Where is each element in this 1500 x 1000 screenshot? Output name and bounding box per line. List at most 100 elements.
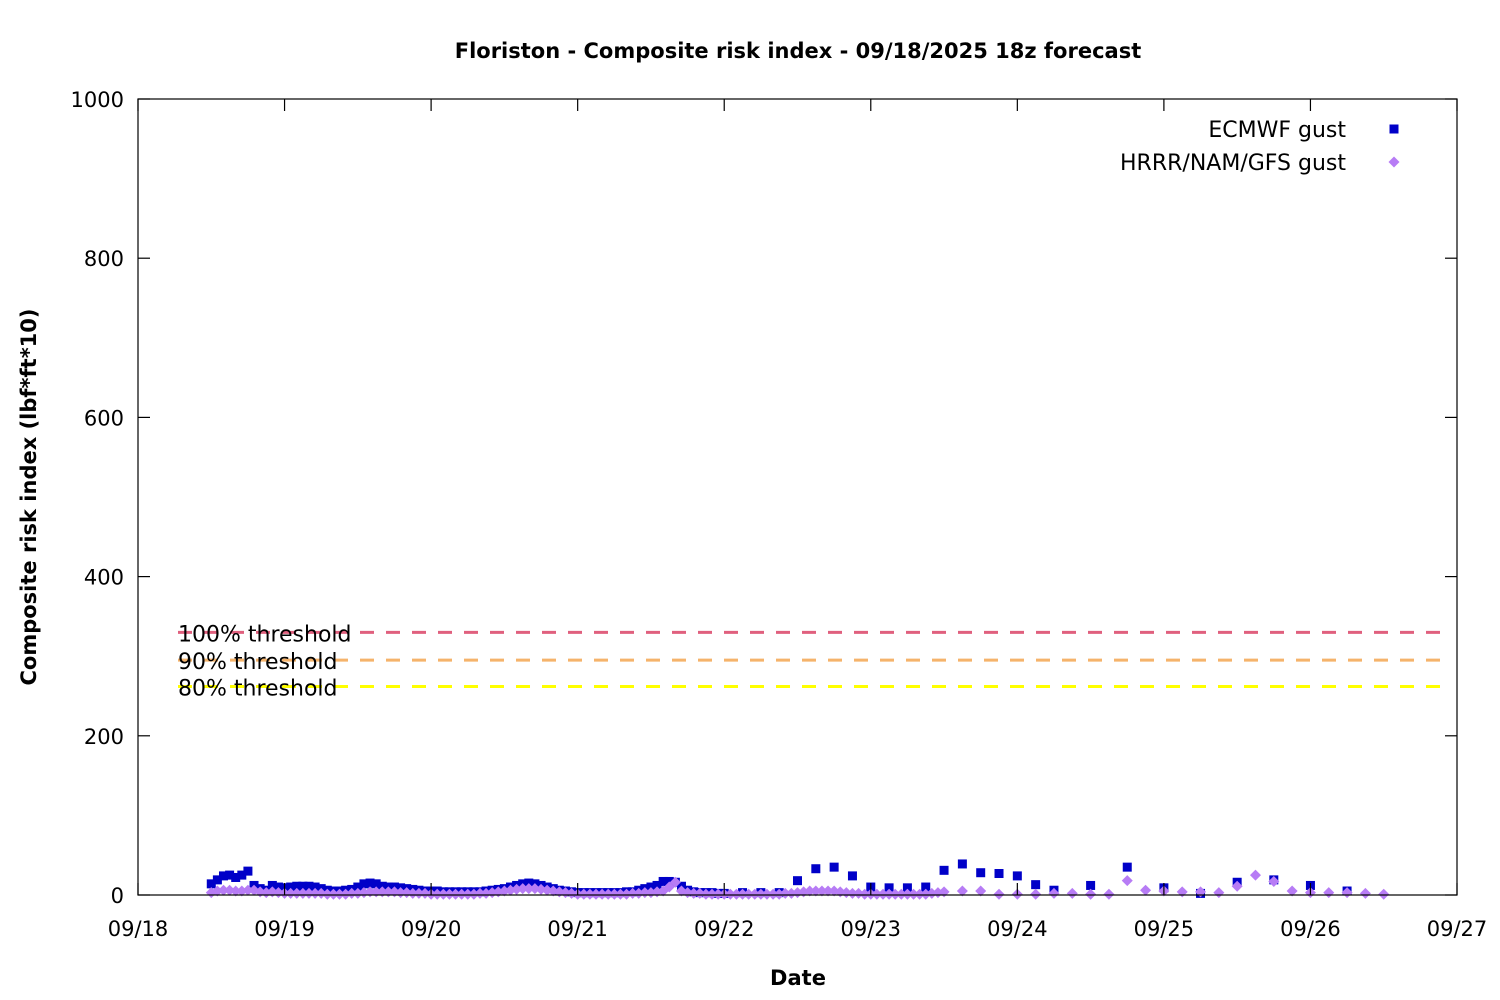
hrrr-point xyxy=(1249,869,1261,881)
hrrr-point xyxy=(1066,887,1078,899)
hrrr-point xyxy=(1048,887,1060,899)
ecmwf-point xyxy=(811,864,821,874)
hrrr-point xyxy=(1231,880,1243,892)
hrrr-point xyxy=(602,888,614,900)
ecmwf-point xyxy=(243,866,253,876)
hrrr-point xyxy=(321,888,333,900)
y-axis-ticks: 0 200 400 600 800 1000 xyxy=(71,88,1457,908)
hrrr-point xyxy=(431,888,443,900)
ecmwf-point xyxy=(237,870,247,880)
hrrr-point xyxy=(517,883,529,895)
ecmwf-point xyxy=(847,871,857,881)
ecmwf-point xyxy=(884,883,894,893)
hrrr-point xyxy=(474,887,486,899)
hrrr-point xyxy=(749,888,761,900)
y-tick-label: 0 xyxy=(111,884,124,908)
ecmwf-point xyxy=(646,882,656,892)
hrrr-point xyxy=(761,888,773,900)
hrrr-point xyxy=(578,888,590,900)
ecmwf-point xyxy=(267,880,277,890)
ecmwf-point xyxy=(292,881,302,891)
hrrr-point xyxy=(706,888,718,900)
hrrr-point xyxy=(767,888,779,900)
hrrr-point xyxy=(846,887,858,899)
hrrr-point xyxy=(590,888,602,900)
hrrr-point xyxy=(993,888,1005,900)
hrrr-point xyxy=(303,887,315,899)
ecmwf-point xyxy=(231,872,241,882)
hrrr-point xyxy=(914,888,926,900)
ecmwf-point xyxy=(353,882,363,892)
hrrr-point xyxy=(407,887,419,899)
ecmwf-point xyxy=(524,878,534,888)
ecmwf-point xyxy=(921,882,931,892)
ecmwf-point xyxy=(1122,862,1132,872)
x-tick-label: 09/23 xyxy=(841,917,902,941)
hrrr-point xyxy=(443,888,455,900)
ecmwf-point xyxy=(310,882,320,892)
hrrr-point xyxy=(779,887,791,899)
hrrr-point xyxy=(327,888,339,900)
ecmwf-point xyxy=(225,870,235,880)
hrrr-point xyxy=(755,888,767,900)
x-tick-label: 09/19 xyxy=(254,917,315,941)
x-axis-ticks: 09/18 09/19 09/20 09/21 09/22 09/23 09/24 09/25… xyxy=(108,99,1488,941)
hrrr-point xyxy=(614,888,626,900)
hrrr-point xyxy=(1359,887,1371,899)
hrrr-point xyxy=(810,885,822,897)
hrrr-point xyxy=(1030,888,1042,900)
hrrr-point xyxy=(584,888,596,900)
x-tick-label: 09/22 xyxy=(694,917,755,941)
hrrr-point xyxy=(217,884,229,896)
x-tick-label: 09/18 xyxy=(108,917,169,941)
hrrr-point xyxy=(730,888,742,900)
ecmwf-point xyxy=(976,868,986,878)
ecmwf-point xyxy=(371,879,381,889)
hrrr-point xyxy=(627,887,639,899)
hrrr-point xyxy=(450,888,462,900)
ecmwf-point xyxy=(939,865,949,875)
x-tick-label: 09/25 xyxy=(1134,917,1195,941)
hrrr-point xyxy=(248,884,260,896)
data-points xyxy=(205,859,1390,900)
threshold-label-2: 90% threshold xyxy=(178,650,338,675)
hrrr-point xyxy=(1213,887,1225,899)
hrrr-point xyxy=(523,883,535,895)
legend-label-1: ECMWF gust xyxy=(1208,118,1346,143)
hrrr-point xyxy=(596,888,608,900)
ecmwf-point xyxy=(1086,880,1096,890)
hrrr-point xyxy=(1121,875,1133,887)
y-tick-label: 200 xyxy=(84,725,124,749)
ecmwf-point xyxy=(658,876,668,886)
y-tick-label: 800 xyxy=(84,247,124,271)
hrrr-point xyxy=(669,876,681,888)
x-axis-label: Date xyxy=(770,966,826,990)
hrrr-point xyxy=(712,888,724,900)
ecmwf-point xyxy=(829,862,839,872)
ecmwf-point xyxy=(902,883,912,893)
ecmwf-point xyxy=(359,879,369,889)
hrrr-point xyxy=(975,885,987,897)
x-tick-label: 09/26 xyxy=(1280,917,1341,941)
y-tick-label: 600 xyxy=(84,406,124,430)
ecmwf-point xyxy=(377,881,387,891)
threshold-label-1: 100% threshold xyxy=(178,622,352,647)
hrrr-point xyxy=(437,888,449,900)
ecmwf-point xyxy=(652,880,662,890)
ecmwf-point xyxy=(994,869,1004,879)
ecmwf-point xyxy=(206,879,216,889)
hrrr-point xyxy=(1103,888,1115,900)
legend-label-2: HRRR/NAM/GFS gust xyxy=(1120,151,1346,176)
x-tick-label: 09/27 xyxy=(1427,917,1488,941)
ecmwf-point xyxy=(1031,880,1041,890)
legend-marker-diamond xyxy=(1388,156,1400,168)
hrrr-point xyxy=(877,888,889,900)
ecmwf-point xyxy=(365,878,375,888)
legend: ECMWF gust HRRR/NAM/GFS gust xyxy=(1120,118,1400,176)
hrrr-point xyxy=(1286,885,1298,897)
chart-title: Floriston - Composite risk index - 09/18… xyxy=(455,39,1142,63)
ecmwf-point xyxy=(957,859,967,869)
hrrr-point xyxy=(816,885,828,897)
hrrr-point xyxy=(1323,887,1335,899)
